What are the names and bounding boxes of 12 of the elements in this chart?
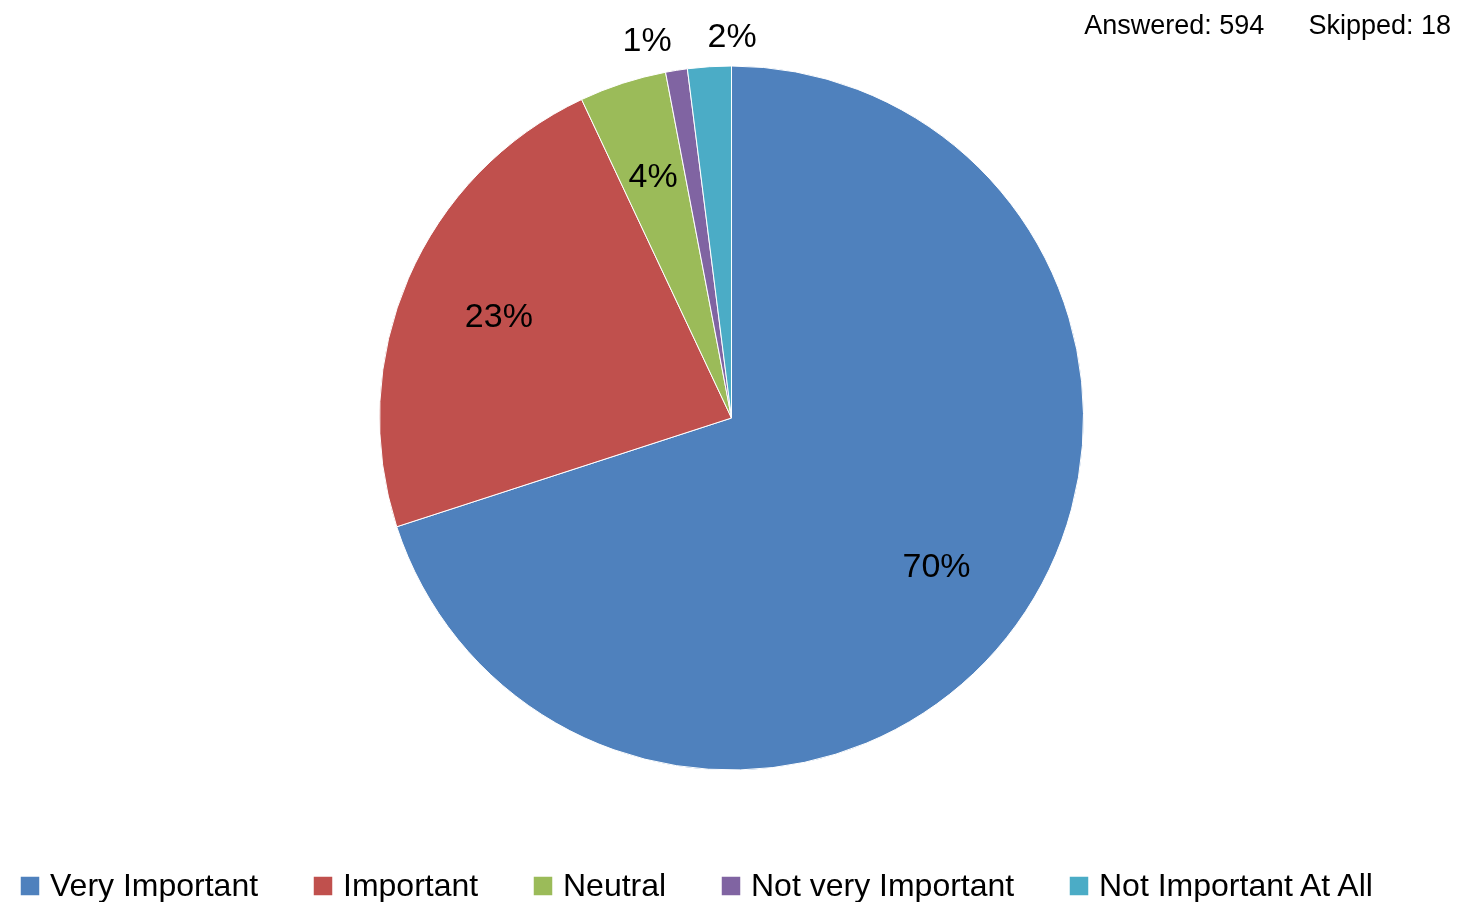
text: Skipped: 18	[1308, 10, 1451, 41]
text: Answered: 594	[1084, 10, 1265, 41]
legend-label: Neutral	[563, 867, 667, 903]
legend-label: Very Important	[50, 867, 259, 903]
data-label: 4%	[628, 155, 678, 194]
legend-label: Not Important At All	[1099, 867, 1373, 903]
data-label: 70%	[902, 545, 971, 584]
data-label: 23%	[464, 296, 533, 335]
legend-label: Not very Important	[751, 867, 1015, 903]
legend-label: Important	[343, 867, 479, 903]
data-label: 2%	[707, 15, 757, 54]
data-label: 1%	[622, 19, 672, 58]
